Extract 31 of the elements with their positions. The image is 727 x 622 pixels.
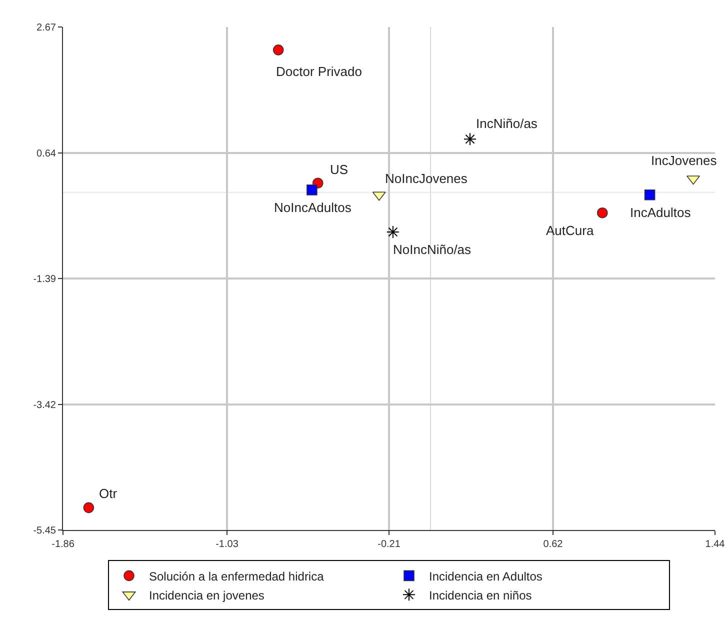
annotation: NoIncAdultos [274, 200, 352, 215]
point [272, 44, 284, 56]
x-tick-label: -1.86 [52, 539, 75, 550]
legend-label: Incidencia en niños [429, 588, 532, 602]
point [386, 226, 400, 239]
point [83, 502, 94, 514]
x-tick-label: 1.44 [705, 539, 726, 550]
y-tick-label: -1.39 [33, 274, 56, 285]
annotation: IncAdultos [630, 205, 692, 220]
x-tick-label: -0.21 [378, 539, 401, 550]
legend-label: Incidencia en jovenes [149, 588, 264, 602]
legend-label: Solución a la enfermedad hidrica [149, 569, 324, 584]
point [306, 184, 318, 196]
annotation: NoIncJovenes [385, 171, 468, 186]
point [596, 207, 608, 218]
annotation: Doctor Privado [276, 64, 362, 79]
legend-label: Incidencia en Adultos [429, 569, 542, 584]
x-tick-label: -1.03 [216, 539, 239, 550]
annotation: NoIncNiño/as [393, 242, 472, 257]
y-tick-label: 2.67 [36, 22, 56, 34]
y-tick-label: 0.64 [36, 148, 56, 160]
annotation: IncNiño/as [476, 116, 538, 131]
annotation: AutCura [546, 223, 594, 238]
point [644, 189, 656, 200]
point [464, 132, 477, 146]
annotation: US [330, 162, 348, 177]
y-tick-label: -3.42 [33, 400, 56, 411]
annotation: IncJovenes [651, 153, 718, 168]
y-tick-label: -5.45 [33, 526, 56, 536]
annotation: Otr [99, 486, 118, 501]
x-tick-label: 0.62 [543, 539, 564, 550]
